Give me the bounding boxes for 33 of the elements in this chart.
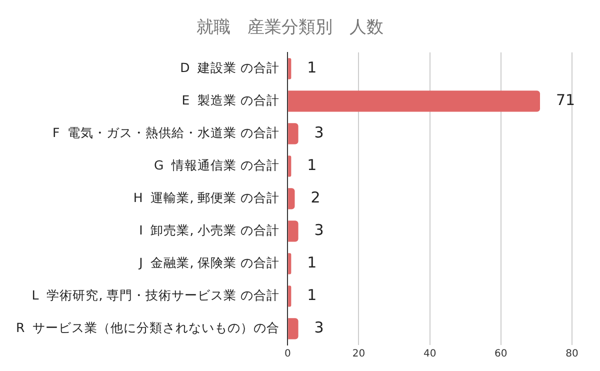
x-tick-label: 20	[352, 348, 366, 360]
y-tick-label: D 建設業 の合計	[180, 60, 280, 75]
chart-title: 就職 産業分類別 人数	[196, 18, 384, 38]
data-label: 1	[307, 254, 317, 272]
bar	[288, 156, 292, 177]
bar	[288, 58, 292, 80]
x-tick-label: 40	[423, 348, 436, 360]
bar	[288, 253, 292, 274]
bar	[288, 220, 298, 242]
y-tick-label: F 電気・ガス・熱供給・水道業 の合計	[52, 124, 280, 140]
data-label: 1	[307, 156, 317, 174]
data-label: 3	[314, 124, 324, 142]
data-label: 1	[307, 286, 317, 304]
y-tick-label: H 運輸業, 郵便業 の合計	[133, 190, 280, 205]
bar	[288, 188, 295, 210]
y-tick-label: L 学術研究, 専門・技術サービス業 の合計	[32, 287, 280, 302]
y-tick-label: E 製造業 の合計	[182, 92, 280, 108]
data-label: 2	[310, 188, 320, 207]
x-tick-label: 80	[566, 348, 578, 360]
y-tick-label: J 金融業, 保険業 の合計	[138, 254, 280, 270]
bar	[288, 318, 298, 340]
bar	[288, 286, 292, 307]
data-label: 71	[556, 91, 576, 110]
data-label: 3	[314, 221, 324, 240]
x-tick-label: 60	[494, 348, 508, 360]
data-label: 1	[307, 58, 317, 77]
bar	[288, 123, 298, 144]
y-tick-label: G 情報通信業 の合計	[154, 157, 280, 172]
data-label: 3	[314, 318, 324, 337]
bar	[288, 90, 540, 112]
x-tick-label: 0	[284, 348, 291, 360]
y-tick-label: I 卸売業, 小売業 の合計	[139, 222, 280, 238]
y-tick-label: R サービス業（他に分類されないもの）の合	[16, 320, 280, 335]
